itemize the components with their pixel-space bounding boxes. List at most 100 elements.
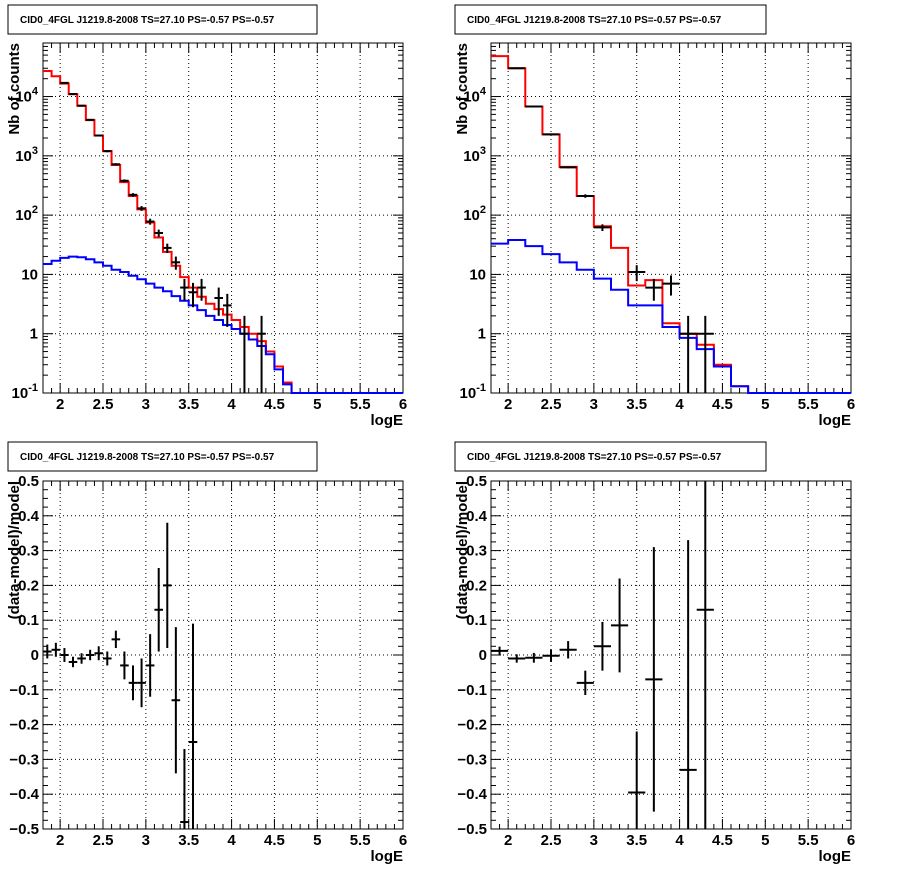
data-point (645, 547, 663, 812)
data-point (593, 621, 611, 671)
x-tick-label: 5.5 (350, 396, 371, 413)
data-point (111, 630, 121, 649)
data-point (60, 648, 69, 662)
data-point (240, 315, 249, 393)
panel-p1: 2 2.5 3 3.5 4 4.5 5 5.5 6 10-1 1 10 102 103 104 logE Nb … (6, 4, 407, 429)
series-line-1 (43, 255, 403, 394)
data-point (128, 665, 138, 701)
data-point (120, 179, 129, 183)
x-tick-label: 5 (761, 396, 769, 413)
x-tick-label: 4 (675, 832, 684, 849)
data-point (214, 287, 223, 316)
y-axis-title: Nb of counts (454, 43, 471, 135)
data-point (137, 658, 146, 708)
data-point (120, 651, 129, 680)
title-box (7, 4, 318, 35)
x-tick-label: 6 (847, 832, 855, 849)
y-tick-label: 0.2 (466, 577, 487, 594)
data-point (679, 315, 697, 393)
y-tick-label: −0.5 (457, 821, 487, 838)
x-tick-label: 3 (142, 832, 150, 849)
x-tick-label: 2 (56, 396, 64, 413)
data-point (188, 623, 198, 829)
x-tick-label: 2.5 (93, 832, 114, 849)
data-point (145, 634, 155, 697)
x-tick-label: 5.5 (350, 832, 371, 849)
data-point (60, 81, 69, 84)
x-tick-label: 4 (227, 832, 236, 849)
data-point (145, 218, 155, 225)
y-axis-title: Nb of counts (6, 43, 23, 135)
data-point (77, 653, 86, 664)
series-line-1 (491, 239, 851, 394)
data-point (696, 315, 714, 393)
data-point (525, 652, 543, 663)
data-point (223, 293, 232, 327)
x-tick-label: 4.5 (264, 396, 285, 413)
y-tick-label: 1 (30, 326, 38, 343)
data-point (525, 105, 543, 108)
data-point (559, 166, 577, 169)
y-tick-label: −0.3 (9, 751, 39, 768)
y-tick-label: 10-1 (12, 382, 38, 402)
data-point (628, 265, 646, 282)
y-tick-label: −0.2 (457, 717, 487, 734)
x-axis-title: logE (371, 848, 404, 865)
y-tick-label: −0.1 (9, 682, 39, 699)
data-point (576, 670, 594, 696)
data-point (679, 540, 697, 829)
data-point (180, 748, 189, 829)
data-point (103, 150, 112, 153)
x-tick-label: 2 (56, 832, 64, 849)
y-tick-label: 0.3 (18, 543, 39, 560)
data-point (68, 93, 78, 96)
data-point (542, 133, 560, 136)
x-tick-label: 2.5 (541, 396, 562, 413)
y-tick-label: 103 (463, 145, 486, 165)
data-point (103, 651, 112, 666)
x-tick-label: 3.5 (178, 832, 199, 849)
y-tick-label: −0.4 (457, 786, 487, 803)
data-point (77, 104, 86, 107)
y-axis-title: (data-model)/model (454, 481, 471, 619)
series-line-0 (43, 69, 403, 394)
y-tick-label: −0.4 (9, 786, 39, 803)
data-point (611, 578, 629, 673)
data-point (593, 224, 611, 231)
y-tick-label: 0 (479, 647, 487, 664)
title-box (454, 4, 767, 35)
y-tick-label: 103 (15, 145, 38, 165)
data-point (94, 134, 103, 137)
y-tick-label: 0.2 (18, 577, 39, 594)
data-point (180, 278, 189, 301)
data-point (491, 646, 509, 655)
x-tick-label: 3.5 (626, 396, 647, 413)
data-point (51, 642, 61, 657)
data-point (94, 646, 103, 661)
y-tick-label: 10 (469, 266, 486, 283)
y-tick-label: −0.2 (9, 717, 39, 734)
x-tick-label: 5 (761, 832, 769, 849)
y-tick-label: 104 (463, 86, 487, 106)
title-box (454, 441, 767, 472)
x-tick-label: 3 (590, 396, 598, 413)
data-point (628, 731, 646, 829)
data-point (645, 278, 663, 301)
y-tick-label: 10 (21, 266, 38, 283)
x-tick-label: 3 (590, 832, 598, 849)
data-point (111, 163, 121, 166)
panel-p4: 2 2.5 3 3.5 4 4.5 5 5.5 6 −0.5 −0.4 −0.3 −0.2 −0.1 0 0.… (454, 441, 855, 865)
x-tick-label: 4.5 (712, 396, 733, 413)
chart-title: CID0_4FGL J1219.8-2008 TS=27.10 PS=-0.57… (20, 15, 275, 26)
x-tick-label: 3.5 (178, 396, 199, 413)
data-point (576, 194, 594, 198)
y-tick-label: 0.4 (466, 508, 488, 525)
y-tick-label: −0.5 (9, 821, 39, 838)
x-tick-label: 5.5 (798, 832, 819, 849)
chart-title: CID0_4FGL J1219.8-2008 TS=27.10 PS=-0.57… (20, 452, 275, 463)
x-axis-title: logE (819, 412, 852, 429)
x-tick-label: 4.5 (712, 832, 733, 849)
x-tick-label: 2.5 (541, 832, 562, 849)
y-tick-label: 1 (478, 326, 486, 343)
